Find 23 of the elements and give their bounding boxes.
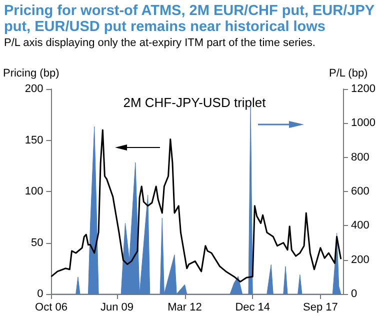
- y2-tick-label: 1000: [351, 117, 376, 130]
- y2-tick-label: 600: [351, 186, 370, 198]
- y2-tick-label: 0: [351, 288, 358, 300]
- chart-subtitle: P/L axis displaying only the at-expiry ITM part of the time series.: [4, 37, 316, 49]
- y-tick-label: 50: [30, 236, 44, 249]
- y-tick-label: 200: [24, 83, 44, 95]
- y-axis-title: Pricing (bp): [2, 68, 60, 80]
- y-tick-label: 0: [37, 288, 44, 300]
- y2-tick-label: 400: [351, 220, 370, 232]
- x-tick-label: Oct 06: [35, 302, 68, 314]
- y2-axis-title: P/L (bp): [329, 68, 368, 80]
- chart-title: Pricing for worst-of ATMS, 2M EUR/CHF put, EUR/JPY put, EUR/USD put remains near historical lows: [4, 3, 376, 35]
- x-tick-label: Jun 09: [100, 302, 134, 314]
- y-tick-label: 150: [24, 134, 44, 146]
- x-tick-label: Mar 12: [168, 302, 202, 314]
- y-tick-label: 100: [24, 186, 44, 198]
- x-tick-label: Sep 17: [303, 302, 338, 314]
- y2-tick-label: 800: [351, 151, 370, 164]
- annotation: 2M CHF-JPY-USD triplet: [123, 95, 266, 110]
- y2-tick-label: 1200: [351, 83, 376, 95]
- y2-tick-label: 200: [351, 254, 370, 266]
- line-series: [50, 129, 342, 282]
- x-tick-label: Dec 14: [235, 302, 270, 314]
